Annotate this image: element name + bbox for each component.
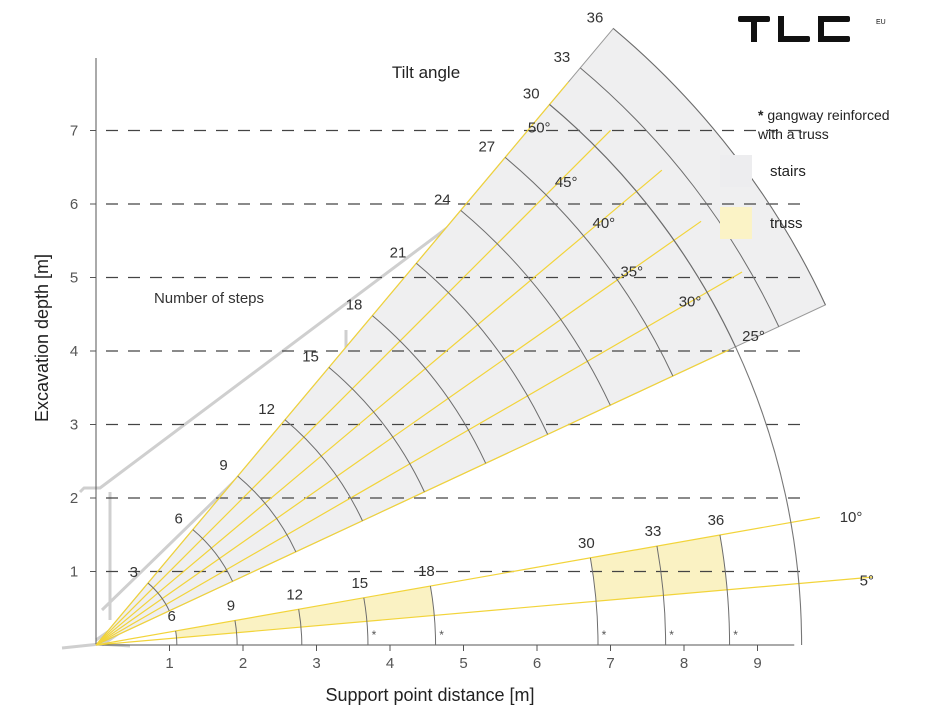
truss-step-arc — [175, 630, 178, 646]
step-arc — [504, 157, 674, 377]
x-axis-title: Support point distance [m] — [325, 685, 534, 705]
step-label: 12 — [258, 401, 275, 418]
angle-label: 5° — [860, 573, 874, 590]
angle-ray — [95, 271, 743, 646]
step-arc — [579, 67, 780, 327]
y-tick-label: 6 — [70, 196, 78, 213]
truss-region — [175, 586, 435, 638]
angle-label: 10° — [840, 509, 863, 526]
axes-layer — [90, 58, 795, 651]
reinforced-mark: * — [733, 628, 738, 642]
angle-ray — [95, 516, 820, 646]
angle-rays — [95, 81, 873, 646]
truss-step-label: 9 — [227, 597, 235, 614]
x-tick-label: 5 — [459, 655, 467, 672]
y-tick-label: 2 — [70, 490, 78, 507]
step-label: 33 — [554, 49, 571, 66]
logo-suffix: EU — [876, 19, 886, 26]
y-tick-label: 3 — [70, 417, 78, 434]
reinforced-mark: * — [439, 628, 444, 642]
step-arc — [147, 582, 170, 612]
angle-ray — [95, 220, 702, 646]
x-tick-label: 2 — [239, 655, 247, 672]
truss-step-label: 12 — [286, 586, 303, 603]
step-label: 6 — [175, 511, 183, 528]
legend-swatch-truss — [720, 207, 752, 239]
step-label: 18 — [346, 297, 363, 314]
legend-label-stairs: stairs — [770, 162, 806, 180]
step-arc — [415, 262, 549, 435]
reinforced-mark: * — [602, 628, 607, 642]
step-arc — [237, 475, 297, 553]
step-arc — [284, 419, 363, 521]
step-arc — [192, 529, 234, 582]
y-axis-title: Excavation depth [m] — [32, 254, 52, 422]
y-tick-label: 4 — [70, 343, 78, 360]
angle-ray — [95, 576, 873, 646]
step-label: 9 — [219, 457, 227, 474]
step-arc — [372, 315, 487, 464]
x-tick-label: 1 — [165, 655, 173, 672]
x-tick-label: 9 — [753, 655, 761, 672]
angle-label: 40° — [593, 215, 616, 232]
truss-step-arc — [298, 609, 303, 646]
truss-step-arc — [656, 545, 667, 646]
truss-step-label: 30 — [578, 535, 595, 552]
truss-step-arc — [719, 534, 731, 646]
legend-note: * gangway reinforced with a truss — [758, 107, 890, 142]
step-label: 15 — [302, 348, 319, 365]
step-label: 27 — [478, 138, 495, 155]
legend-label-truss: truss — [770, 214, 803, 232]
step-arc — [460, 209, 611, 406]
legend-item-stairs: stairs — [720, 155, 806, 187]
truss-step-arc — [363, 597, 369, 646]
truss-region — [590, 534, 728, 602]
step-arc — [549, 104, 736, 348]
truss-step-arc — [234, 620, 238, 646]
step-label: 36 — [587, 9, 604, 26]
angle-ray — [95, 130, 611, 646]
y-tick-label: 5 — [70, 270, 78, 287]
angle-ray — [95, 169, 663, 646]
angle-label: 25° — [742, 328, 765, 345]
y-tick-label: 7 — [70, 123, 78, 140]
truss-step-label: 36 — [708, 512, 725, 529]
truss-fill-layer — [175, 534, 728, 638]
x-tick-label: 4 — [386, 655, 394, 672]
truss-step-label: 6 — [167, 608, 175, 625]
step-arc — [328, 367, 425, 493]
truss-step-label: 33 — [645, 523, 662, 540]
angle-label: 35° — [620, 263, 643, 280]
angle-label: 45° — [555, 174, 578, 191]
tlc-logo: EU — [738, 16, 886, 42]
legend-item-truss: truss — [720, 207, 803, 239]
reinforced-mark: * — [372, 628, 377, 642]
angle-ray — [95, 81, 569, 646]
step-label: 21 — [390, 244, 407, 261]
angle-label: 50° — [528, 119, 551, 136]
x-tick-label: 6 — [533, 655, 541, 672]
step-label: 30 — [523, 85, 540, 102]
truss-step-label: 15 — [351, 575, 368, 592]
truss-step-arc — [589, 557, 599, 646]
angle-ray — [95, 349, 730, 646]
x-tick-label: 8 — [680, 655, 688, 672]
x-tick-label: 3 — [312, 655, 320, 672]
legend-swatch-stairs — [720, 155, 752, 187]
tilt-angle-title: Tilt angle — [392, 63, 460, 82]
x-tick-label: 7 — [606, 655, 614, 672]
step-label: 24 — [434, 191, 451, 208]
y-tick-label: 1 — [70, 564, 78, 581]
truss-step-label: 18 — [418, 563, 435, 580]
steps-axis-label: Number of steps — [154, 290, 264, 307]
angle-label: 30° — [679, 293, 702, 310]
step-label: 3 — [130, 564, 138, 581]
truss-step-arc — [429, 585, 437, 646]
reinforced-mark: * — [669, 628, 674, 642]
